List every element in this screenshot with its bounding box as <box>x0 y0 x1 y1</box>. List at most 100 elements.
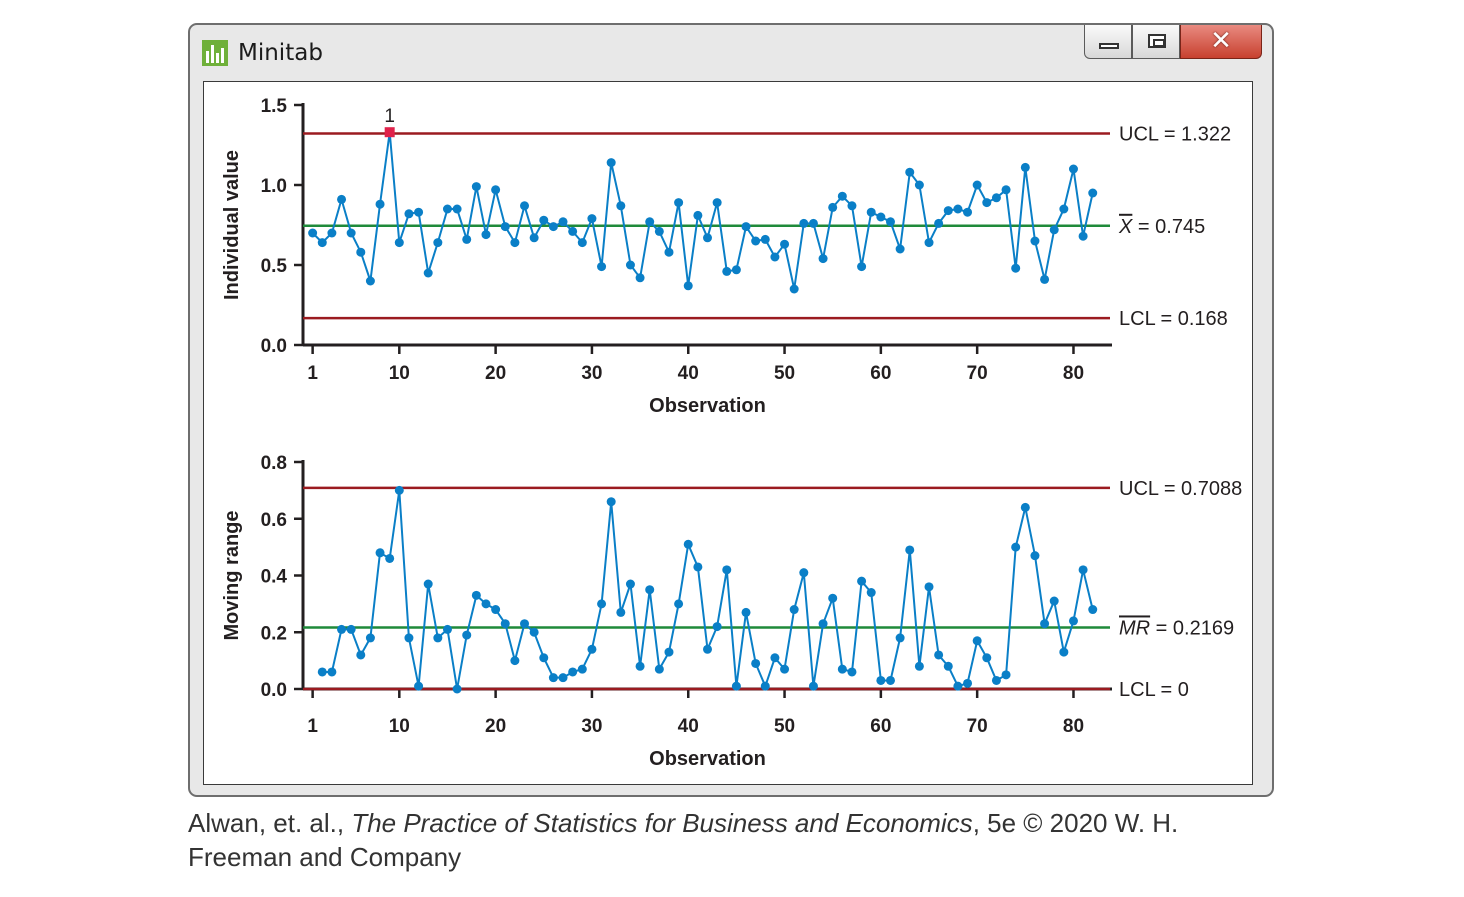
i-chart-x-tick-label: 80 <box>1063 363 1084 384</box>
i-chart-data-point <box>1030 236 1040 246</box>
mr-chart-data-point <box>471 590 481 600</box>
i-chart-data-point <box>943 206 953 216</box>
mr-chart-data-point <box>905 545 915 555</box>
mr-chart-data-point <box>1030 551 1040 561</box>
mr-chart-data-point <box>876 675 886 685</box>
i-chart-data-point <box>654 226 664 236</box>
i-chart-data-point <box>481 230 491 240</box>
i-chart-data-point <box>577 238 587 248</box>
mr-chart-ucl-label: UCL = 0.7088 <box>1119 478 1242 500</box>
mr-chart-data-point <box>982 653 992 663</box>
i-chart-flagged-point <box>384 127 395 138</box>
close-button[interactable]: ✕ <box>1180 25 1262 59</box>
i-chart-data-point <box>828 202 838 212</box>
i-chart-data-point <box>1020 162 1030 172</box>
i-chart-data-point <box>722 266 732 276</box>
i-chart-data-point <box>597 262 607 272</box>
i-chart-x-tick-label: 1 <box>307 363 318 384</box>
i-chart-data-point <box>1088 188 1098 198</box>
i-chart-data-point <box>587 214 597 224</box>
i-chart-data-point <box>857 262 867 272</box>
maximize-button[interactable] <box>1132 25 1180 59</box>
mr-chart-x-axis-label: Observation <box>649 748 766 770</box>
i-chart-data-point <box>510 238 520 248</box>
i-chart-data-point <box>991 193 1001 203</box>
mr-chart-data-point <box>481 599 491 609</box>
i-chart-data-point <box>404 209 414 219</box>
i-chart-data-point <box>1001 185 1011 195</box>
i-chart-data-point <box>442 204 452 214</box>
mr-chart-data-point <box>924 582 934 592</box>
mr-chart-data-point <box>1011 542 1021 552</box>
mr-chart-data-point <box>731 681 741 691</box>
caption-authors: Alwan, et. al., <box>188 808 352 838</box>
i-chart-data-point <box>963 207 973 217</box>
mr-chart-data-point <box>597 599 607 609</box>
i-chart-data-point <box>375 199 385 209</box>
i-chart-data-point <box>895 244 905 254</box>
mr-chart-data-point <box>847 667 857 677</box>
mr-chart-center-label: MR = 0.2169 <box>1119 617 1234 639</box>
mr-chart-data-point <box>914 661 924 671</box>
i-chart-data-point <box>885 217 895 227</box>
i-chart-data-point <box>808 218 818 228</box>
i-chart-data-point <box>568 226 578 236</box>
minitab-bar-chart-icon <box>202 40 228 66</box>
mr-chart-y-tick-label: 0.0 <box>261 680 287 701</box>
mr-chart-data-point <box>1078 565 1088 575</box>
mr-chart-data-point <box>365 633 375 643</box>
mr-chart-x-tick-label: 20 <box>485 716 506 737</box>
i-chart-data-point <box>780 239 790 249</box>
mr-chart-data-point <box>693 562 703 572</box>
i-chart-data-point <box>433 238 443 248</box>
i-chart-y-axis-label: Individual value <box>221 150 243 300</box>
mr-chart-data-point <box>837 664 847 674</box>
mr-chart-data-point <box>1040 619 1050 629</box>
mr-chart-data-point <box>828 593 838 603</box>
i-chart-data-point <box>982 198 992 208</box>
i-chart-flag-label: 1 <box>384 106 395 127</box>
mr-chart-lcl-label: LCL = 0 <box>1119 679 1189 701</box>
mr-chart-data-point <box>703 644 712 654</box>
i-chart-data-point <box>799 218 809 228</box>
i-chart-data-point <box>520 201 530 211</box>
chart-canvas: 0.0 0.5 1.0 1.5 1 10 20 30 40 50 60 70 80 Observation… <box>203 81 1253 785</box>
mr-chart-x-tick-label: 70 <box>967 716 988 737</box>
mr-chart-x-tick-label: 1 <box>307 716 318 737</box>
mr-chart-data-point <box>943 661 953 671</box>
mr-chart-data-point <box>934 650 944 660</box>
caption-book-title: The Practice of Statistics for Business … <box>351 808 973 838</box>
i-chart-data-point <box>914 180 924 190</box>
i-chart-data-point <box>751 236 761 246</box>
i-chart-data-point <box>953 204 963 214</box>
mr-chart-data-point <box>558 673 568 683</box>
mr-chart-data-point <box>568 667 578 677</box>
i-chart-data-point <box>539 215 549 225</box>
i-chart-data-point <box>625 260 635 270</box>
mr-chart-data-point <box>317 667 327 677</box>
mr-chart-data-point <box>712 622 722 632</box>
i-chart-data-point <box>365 276 375 286</box>
i-chart-data-point <box>317 238 327 248</box>
i-chart-data-point <box>308 228 318 238</box>
mr-chart-data-point <box>857 576 867 586</box>
i-chart-data-point <box>327 228 337 238</box>
i-chart-data-point <box>500 222 510 232</box>
mr-chart-data-point <box>346 624 356 634</box>
mr-chart-y-axis-label: Moving range <box>221 510 243 640</box>
minimize-button[interactable] <box>1084 25 1132 59</box>
i-chart-data-point <box>356 247 366 257</box>
mr-chart-data-point <box>394 485 404 495</box>
mr-chart-data-point <box>452 684 462 694</box>
mr-chart-data-point <box>375 548 385 558</box>
mr-chart-data-point <box>616 607 626 617</box>
mr-chart-data-point <box>510 656 520 666</box>
i-chart-data-point <box>847 201 857 211</box>
mr-chart-data-point <box>414 681 424 691</box>
mr-chart-data-point <box>337 624 347 634</box>
mr-chart-x-tick-label: 40 <box>678 716 699 737</box>
i-chart-x-tick-label: 20 <box>485 363 506 384</box>
i-chart-x-axis-label: Observation <box>649 395 766 417</box>
mr-chart-data-point <box>972 636 982 646</box>
minimize-icon <box>1099 43 1119 49</box>
